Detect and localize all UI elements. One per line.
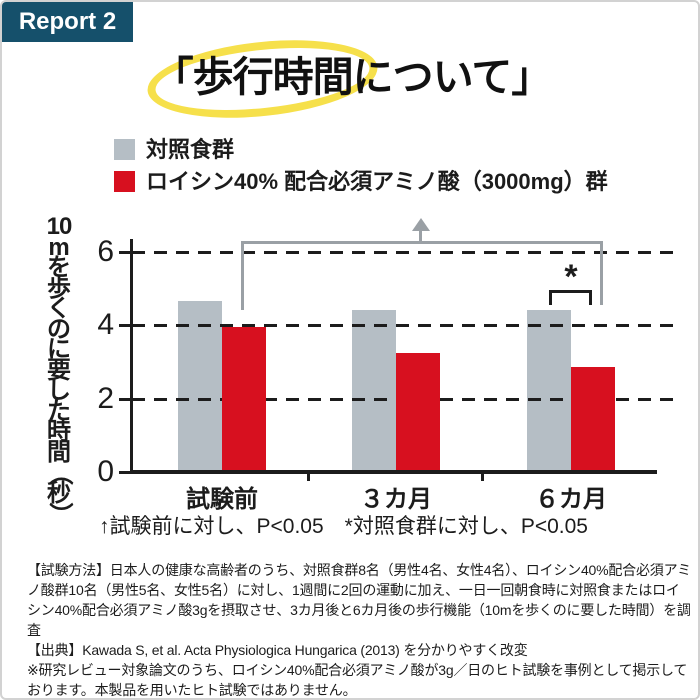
y-tick-4 [119,324,133,327]
legend-item-control: 対照食群 [114,138,608,161]
y-tick-2 [119,398,133,401]
y-axis-line [130,239,133,473]
trend-arrow-stem [419,230,422,242]
y-tick-label-0: 0 [97,455,114,488]
gridline-y4 [132,324,674,327]
page-title-area: 「歩行時間について」 [2,30,698,128]
y-axis-label-char: く [47,295,71,322]
y-tick-label-4: 4 [97,308,114,341]
star-symbol: * [564,258,578,296]
y-axis-label-char: を [47,254,71,281]
legend-item-leucine: ロイシン40% 配合必須アミノ酸（3000mg）群 [114,170,608,193]
legend-label-leucine: ロイシン40% 配合必須アミノ酸（3000mg）群 [146,169,608,194]
legend-label-control: 対照食群 [146,137,235,162]
y-tick-label-6: 6 [97,235,114,268]
star-bracket [549,290,592,305]
x-tick-0 [307,472,310,481]
footnote-disclaimer: ※研究レビュー対象論文のうち、ロイシン40%配合必須アミノ酸が3g／日のヒト試験… [27,662,688,698]
walking-time-bar-chart: 0 2 4 6 試験前 ３カ月 ６カ月 * [2,2,698,562]
y-axis-label: 10 m を歩くのに要した時間（秒） [36,213,82,526]
y-axis-label-char: し [47,377,71,404]
bar-leucine-1 [396,353,440,470]
footnote-method: 【試験方法】日本人の健康な高齢者のうち、対照食群8名（男性4名、女性4名）、ロイ… [27,562,691,638]
bar-control-2 [527,310,571,470]
y-axis-label-char: 10 [46,213,73,240]
x-tick-1 [481,472,484,481]
y-axis-label-char: 歩 [47,274,71,302]
y-tick-label-2: 2 [97,382,114,415]
x-category-label-1: ３カ月 [360,486,432,513]
x-axis-line [130,470,657,474]
trend-bracket-top [241,241,603,244]
page-title: 「歩行時間について」 [152,54,553,100]
y-axis-label-char: 間 [47,438,71,466]
y-tick-0 [119,471,133,474]
y-axis-label-char: 秒 [47,479,71,507]
x-category-label-0: 試験前 [186,486,258,513]
report-badge: Report 2 [2,2,133,42]
footnote-source: 【出典】Kawada S, et al. Acta Physiologica H… [27,642,528,658]
y-axis-label-char: （ [46,461,74,486]
legend-swatch-leucine [114,171,135,192]
bar-control-0 [178,301,222,470]
trend-bracket-left [241,241,244,310]
footnote-block: 【試験方法】日本人の健康な高齢者のうち、対照食群8名（男性4名、女性4名）、ロイ… [27,560,691,698]
y-axis-label-char: ） [46,502,74,527]
bar-control-1 [352,310,396,470]
x-category-label-2: ６カ月 [535,486,607,513]
y-tick-6 [119,251,133,254]
bar-leucine-0 [222,327,266,470]
bar-leucine-2 [571,367,615,470]
report-badge-label: Report 2 [18,8,117,35]
y-axis-label-char: 要 [47,356,71,384]
y-axis-label-char: た [47,397,71,425]
y-axis-label-char: に [47,336,71,363]
significance-note: ↑試験前に対し、P<0.05 *対照食群に対し、P<0.05 [99,515,588,538]
legend-swatch-control [114,139,135,160]
trend-arrow-head [412,218,430,231]
gridline-y6 [132,251,674,254]
trend-bracket-right [600,241,603,305]
y-axis-label-char: の [47,315,71,343]
chart-legend: 対照食群 ロイシン40% 配合必須アミノ酸（3000mg）群 [114,138,608,193]
y-axis-label-char: 時 [47,418,71,445]
y-axis-label-char: m [48,233,70,261]
